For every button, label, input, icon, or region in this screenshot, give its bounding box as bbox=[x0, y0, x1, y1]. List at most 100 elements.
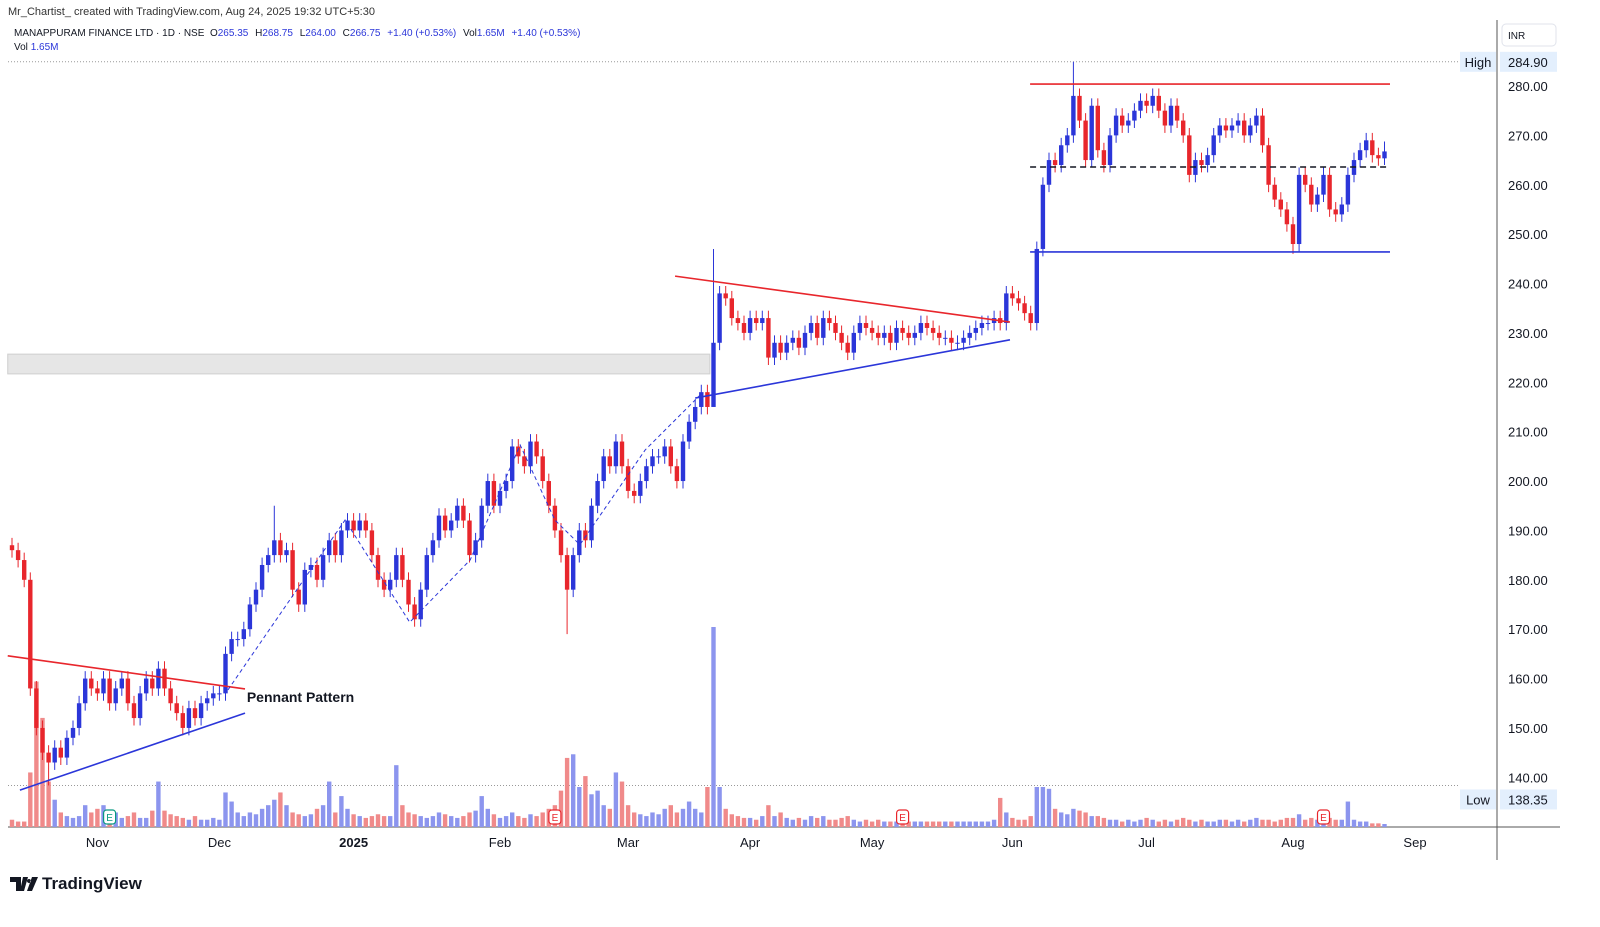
candle-body bbox=[156, 668, 161, 689]
candle-body bbox=[180, 713, 185, 728]
event-marker-earnings[interactable] bbox=[548, 809, 562, 825]
volume-bar bbox=[1333, 819, 1338, 827]
candle-body bbox=[979, 323, 985, 328]
candle-body bbox=[400, 555, 405, 580]
volume-bar bbox=[418, 816, 423, 827]
volume-bar bbox=[1272, 821, 1277, 827]
candle-body bbox=[1034, 248, 1039, 324]
volume-bar bbox=[156, 781, 161, 827]
volume-bar bbox=[857, 821, 863, 827]
candle-body bbox=[918, 323, 924, 333]
volume-bar bbox=[1144, 817, 1149, 827]
volume-bar bbox=[119, 817, 124, 827]
volume-bar bbox=[729, 814, 734, 827]
volume-bar bbox=[1211, 821, 1216, 827]
volume-bar bbox=[22, 821, 27, 827]
volume-bar bbox=[869, 821, 875, 827]
volume-bar bbox=[485, 808, 490, 827]
candle-body bbox=[388, 579, 393, 590]
candle-body bbox=[1229, 125, 1235, 131]
volume-bar bbox=[589, 794, 594, 827]
candle-body bbox=[1150, 95, 1155, 106]
candle-body bbox=[894, 327, 899, 343]
candle-body bbox=[278, 540, 283, 556]
currency-label[interactable]: INR bbox=[1508, 31, 1525, 42]
volume-bar bbox=[510, 812, 515, 827]
volume-bar bbox=[1193, 821, 1198, 827]
volume-bar bbox=[845, 816, 850, 827]
volume-bar bbox=[1242, 821, 1247, 827]
volume-bar bbox=[253, 814, 259, 827]
volume-bar bbox=[205, 819, 210, 827]
volume-bar bbox=[747, 817, 753, 827]
candle-body bbox=[796, 337, 802, 348]
volume-bar bbox=[815, 817, 820, 827]
candle-body bbox=[1364, 140, 1369, 151]
candle-body bbox=[211, 693, 216, 699]
candle-body bbox=[888, 332, 893, 343]
volume-bar bbox=[1132, 821, 1137, 827]
support-zone bbox=[7, 353, 711, 375]
event-marker-dividend[interactable] bbox=[102, 809, 117, 825]
candle-body bbox=[229, 639, 234, 654]
candle-body bbox=[955, 342, 960, 344]
open-value: 265.35 bbox=[217, 28, 249, 39]
candle-body bbox=[253, 589, 259, 605]
candle-body bbox=[259, 564, 265, 590]
volume-bar bbox=[442, 814, 448, 827]
volume-bar bbox=[296, 814, 301, 827]
candle-body bbox=[1010, 293, 1015, 299]
volume-bar bbox=[400, 805, 405, 827]
candle-body bbox=[34, 688, 39, 728]
volume-bar bbox=[790, 819, 795, 827]
candle-body bbox=[1071, 95, 1076, 136]
candle-body bbox=[900, 327, 905, 333]
volume-bar bbox=[1315, 819, 1320, 827]
candle-body bbox=[40, 727, 45, 753]
low-label-bg bbox=[1460, 789, 1496, 810]
candle-body bbox=[1333, 209, 1338, 215]
volume-bar bbox=[699, 812, 704, 827]
candle-body bbox=[351, 520, 356, 531]
candle-body bbox=[1126, 120, 1131, 126]
candle-body bbox=[442, 515, 448, 531]
volume-bar bbox=[583, 776, 588, 827]
price-tick-label: 200.00 bbox=[1508, 474, 1548, 489]
volume-bar bbox=[674, 812, 680, 827]
volume-bar bbox=[162, 810, 167, 827]
time-tick-label: Dec bbox=[208, 835, 232, 850]
candle-body bbox=[1254, 115, 1259, 126]
candle-body bbox=[308, 564, 314, 570]
volume-bar bbox=[290, 812, 295, 827]
volume-bar bbox=[424, 817, 429, 827]
pennant-bottom-trendline bbox=[19, 712, 246, 791]
volume-bar bbox=[1077, 810, 1082, 827]
volume-bar bbox=[766, 805, 771, 827]
volume-bar bbox=[467, 812, 472, 827]
volume-bar bbox=[662, 808, 667, 827]
candle-body bbox=[1278, 199, 1283, 210]
candle-body bbox=[107, 678, 112, 704]
time-tick-label: Jul bbox=[1138, 835, 1155, 850]
volume-bar bbox=[192, 816, 198, 827]
candle-body bbox=[101, 678, 106, 694]
candle-body bbox=[906, 332, 911, 338]
candle-body bbox=[9, 545, 15, 551]
price-tick-label: 170.00 bbox=[1508, 622, 1548, 637]
event-marker-earnings[interactable] bbox=[895, 809, 910, 825]
volume-bar bbox=[211, 817, 216, 827]
currency-button[interactable] bbox=[1501, 23, 1557, 47]
volume-bar bbox=[412, 814, 417, 827]
candle-body bbox=[247, 604, 253, 630]
candle-body bbox=[1101, 150, 1107, 166]
volume-bar bbox=[943, 821, 948, 827]
symbol-name[interactable]: MANAPPURAM FINANCE LTD · 1D · NSE bbox=[14, 28, 205, 39]
candle-body bbox=[540, 456, 545, 482]
volume-bar bbox=[656, 814, 661, 827]
candle-body bbox=[52, 747, 57, 763]
event-marker-earnings[interactable] bbox=[1316, 809, 1331, 825]
event-marker-label: E bbox=[106, 813, 113, 824]
volume-bar bbox=[1254, 817, 1259, 827]
volume-bar bbox=[137, 817, 143, 827]
